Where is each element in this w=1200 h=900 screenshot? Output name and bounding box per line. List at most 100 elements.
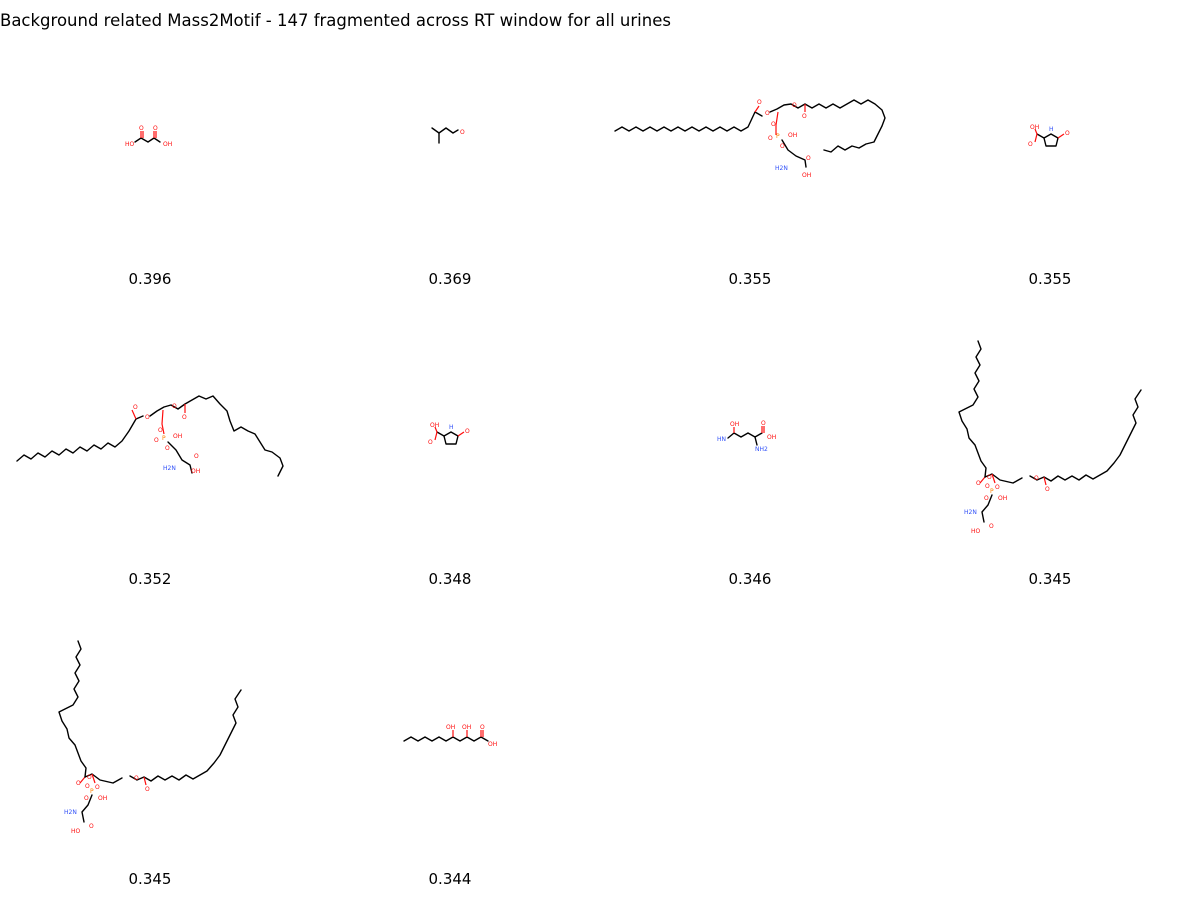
atom-label: NH2 bbox=[755, 446, 768, 453]
atom-label: H2N bbox=[163, 465, 176, 472]
atom-label: O bbox=[806, 155, 811, 162]
atom-label: O bbox=[995, 484, 1000, 491]
atom-label: O bbox=[95, 784, 100, 791]
atom-label: OH bbox=[802, 172, 811, 179]
atom-label: O bbox=[989, 523, 994, 530]
molecule-structure-phosphatidylserine-dioleoyl: O O O O O P O OH O H2N O HO bbox=[958, 340, 1142, 535]
atom-label: O bbox=[84, 795, 89, 802]
molecule-structure-dihydroxy-fatty-acid: OH OH O OH bbox=[403, 724, 497, 748]
molecule-structure-pyroglutamic-acid: OH O H O bbox=[428, 422, 470, 446]
atom-label: O bbox=[987, 474, 992, 481]
atom-label: OH bbox=[191, 468, 200, 475]
atom-label: O bbox=[165, 445, 170, 452]
molecule-structure-phosphatidylserine-dioleoyl: O O O O O P O OH O H2N O HO bbox=[58, 640, 242, 835]
molecule-cell: O 0.369 bbox=[300, 0, 600, 300]
similarity-score: 0.369 bbox=[428, 270, 472, 288]
similarity-score: 0.355 bbox=[1028, 270, 1072, 288]
molecule-cell: O O O O O P O OH O H2N O OH 0.352 bbox=[0, 300, 300, 600]
atom-label: O bbox=[757, 99, 762, 106]
atom-label: O bbox=[460, 129, 465, 136]
molecule-cell: OH HN O OH NH2 0.346 bbox=[600, 300, 900, 600]
atom-label: O bbox=[985, 483, 990, 490]
molecule-structure-isovaleraldehyde: O bbox=[431, 127, 465, 144]
atom-label: O bbox=[771, 121, 776, 128]
atom-label: H bbox=[1049, 126, 1054, 133]
atom-label: O bbox=[984, 495, 989, 502]
atom-label: O bbox=[76, 780, 81, 787]
atom-label: HO bbox=[971, 528, 981, 535]
atom-label: O bbox=[145, 786, 150, 793]
atom-label: O bbox=[172, 403, 177, 410]
atom-label: P bbox=[776, 133, 780, 140]
molecule-structure-phosphatidylserine-polyunsaturated: O O O O O P O OH O H2N O OH bbox=[16, 395, 284, 477]
atom-label: OH bbox=[1030, 124, 1039, 131]
atom-label: O bbox=[1028, 141, 1033, 148]
atom-label: O bbox=[780, 143, 785, 150]
atom-label: P bbox=[90, 788, 94, 795]
atom-label: OH bbox=[430, 422, 439, 429]
similarity-score: 0.344 bbox=[428, 870, 472, 888]
molecule-structure-glutamine-like: OH HN O OH NH2 bbox=[717, 420, 776, 453]
atom-label: O bbox=[194, 453, 199, 460]
atom-label: OH bbox=[173, 433, 182, 440]
similarity-score: 0.396 bbox=[128, 270, 172, 288]
molecule-cell: O O O O O P O OH O H2N O HO 0.345 bbox=[0, 600, 300, 900]
atom-label: O bbox=[802, 113, 807, 120]
atom-label: P bbox=[990, 488, 994, 495]
atom-label: OH bbox=[163, 141, 172, 148]
figure-title: Background related Mass2Motif - 147 frag… bbox=[0, 11, 671, 30]
atom-label: O bbox=[1045, 486, 1050, 493]
atom-label: H bbox=[449, 424, 454, 431]
similarity-score: 0.352 bbox=[128, 570, 172, 588]
molecule-structure-malonic-acid: O O HO OH bbox=[125, 125, 172, 148]
atom-label: O bbox=[158, 427, 163, 434]
atom-label: O bbox=[89, 823, 94, 830]
atom-label: OH bbox=[730, 421, 739, 428]
atom-label: HO bbox=[125, 141, 135, 148]
molecule-cell: OH O H O 0.348 bbox=[300, 300, 600, 600]
atom-label: OH bbox=[767, 434, 776, 441]
atom-label: OH bbox=[488, 741, 497, 748]
atom-label: O bbox=[1065, 130, 1070, 137]
similarity-score: 0.346 bbox=[728, 570, 772, 588]
atom-label: OH bbox=[98, 795, 107, 802]
atom-label: OH bbox=[446, 724, 455, 731]
molecule-cell: OH O H O 0.355 bbox=[900, 0, 1200, 300]
molecule-structure-phosphatidylserine: O O O O O P O OH O H2N O OH bbox=[614, 99, 886, 179]
atom-label: O bbox=[153, 125, 158, 132]
atom-label: H2N bbox=[64, 809, 77, 816]
atom-label: P bbox=[162, 435, 166, 442]
atom-label: O bbox=[134, 775, 139, 782]
atom-label: O bbox=[428, 439, 433, 446]
atom-label: O bbox=[87, 774, 92, 781]
similarity-score: 0.355 bbox=[728, 270, 772, 288]
similarity-score: 0.348 bbox=[428, 570, 472, 588]
similarity-score: 0.345 bbox=[128, 870, 172, 888]
atom-label: OH bbox=[462, 724, 471, 731]
atom-label: O bbox=[761, 420, 766, 427]
atom-label: O bbox=[792, 102, 797, 109]
atom-label: O bbox=[976, 480, 981, 487]
atom-label: O bbox=[480, 724, 485, 731]
atom-label: O bbox=[139, 125, 144, 132]
atom-label: OH bbox=[998, 495, 1007, 502]
atom-label: O bbox=[768, 135, 773, 142]
molecule-cell: O O O O O P O OH O H2N O HO 0.345 bbox=[900, 300, 1200, 600]
molecule-cell: O O HO OH 0.396 bbox=[0, 0, 300, 300]
atom-label: O bbox=[145, 414, 150, 421]
atom-label: HN bbox=[717, 436, 726, 443]
molecule-structure-pyroglutamic-acid: OH O H O bbox=[1028, 124, 1070, 148]
atom-label: O bbox=[765, 110, 770, 117]
atom-label: H2N bbox=[775, 165, 788, 172]
atom-label: HO bbox=[71, 828, 81, 835]
molecule-cell: O O O O O P O OH O H2N O OH 0.355 bbox=[600, 0, 900, 300]
atom-label: O bbox=[85, 783, 90, 790]
atom-label: O bbox=[1034, 475, 1039, 482]
atom-label: O bbox=[154, 437, 159, 444]
atom-label: O bbox=[182, 414, 187, 421]
molecule-cell: OH OH O OH 0.344 bbox=[300, 600, 600, 900]
atom-label: H2N bbox=[964, 509, 977, 516]
atom-label: OH bbox=[788, 132, 797, 139]
similarity-score: 0.345 bbox=[1028, 570, 1072, 588]
atom-label: O bbox=[133, 404, 138, 411]
